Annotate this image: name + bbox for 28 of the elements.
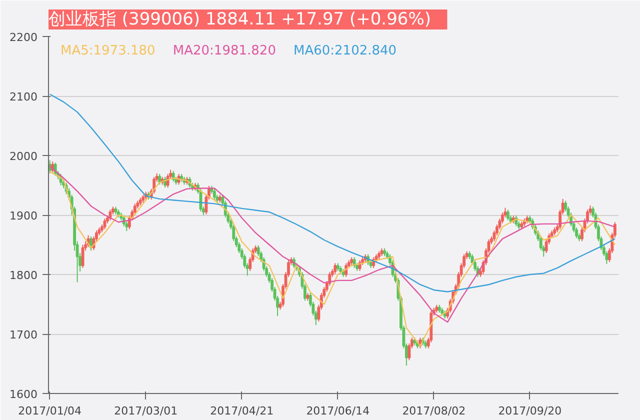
candlestick xyxy=(212,188,216,200)
x-tick-label: 2017/04/21 xyxy=(210,404,274,418)
chart-title: 创业板指 (399006) 1884.11 +17.97 (+0.96%) xyxy=(48,10,431,30)
line-series xyxy=(49,94,616,292)
y-tick-label: 2100 xyxy=(10,90,38,104)
candlestick xyxy=(506,209,510,221)
candlestick xyxy=(166,173,170,188)
candlestick xyxy=(344,262,348,278)
candlestick xyxy=(133,203,136,215)
y-tick-label: 1700 xyxy=(10,328,38,342)
y-tick-label: 2000 xyxy=(10,150,38,163)
x-tick-label: 2017/09/20 xyxy=(498,404,562,418)
y-tick-label: 2200 xyxy=(10,31,38,44)
candlestick xyxy=(103,218,106,230)
text: MA20:1981.820 xyxy=(172,44,276,58)
y-tick-label: 1900 xyxy=(10,210,38,222)
candlestick xyxy=(575,226,578,239)
candlestick xyxy=(334,262,337,274)
x-tick-label: 2017/06/14 xyxy=(306,404,370,418)
text: MA5:1973.180 xyxy=(60,44,156,58)
candlestick xyxy=(125,221,128,232)
x-tick-label: 2017/03/01 xyxy=(114,404,178,418)
x-tick-label: 2017/08/02 xyxy=(402,404,466,418)
x-tick-label: 2017/01/04 xyxy=(18,404,82,418)
y-tick-label: 1600 xyxy=(10,388,38,401)
candlestick xyxy=(158,173,162,186)
y-tick-label: 1800 xyxy=(10,269,38,282)
text: MA60:2102.840 xyxy=(294,44,397,58)
